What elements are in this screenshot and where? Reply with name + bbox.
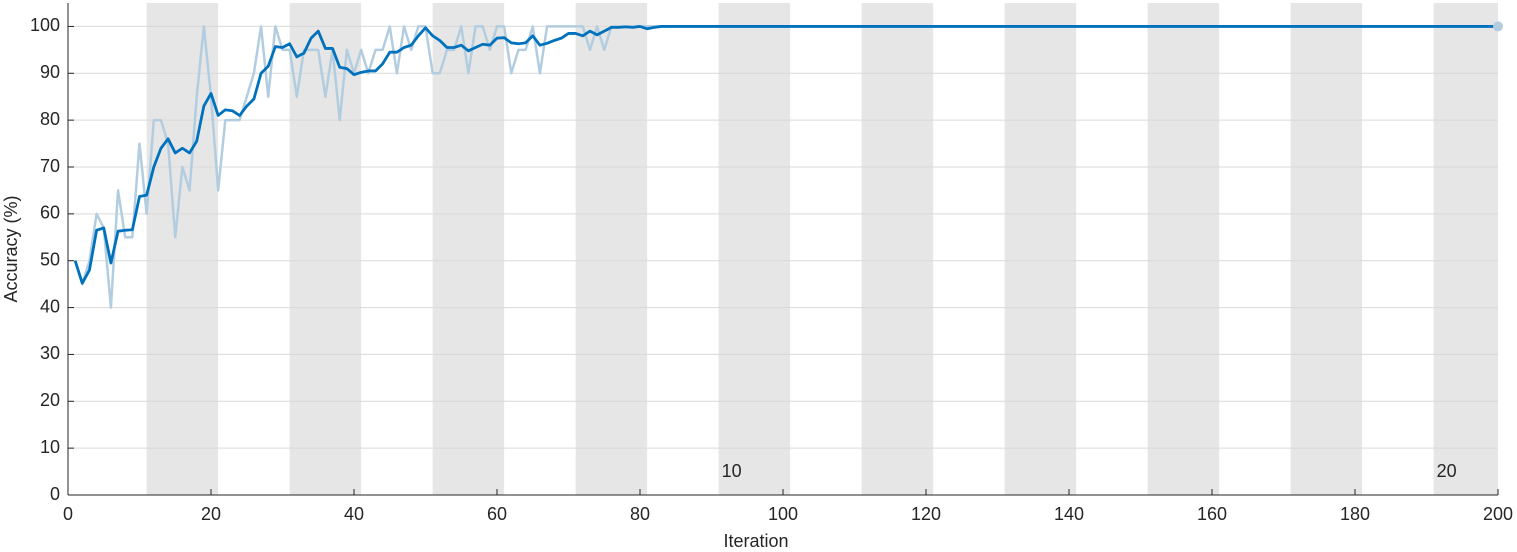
x-tick-label: 120 [911,504,941,524]
x-tick-label: 160 [1197,504,1227,524]
x-tick-label: 20 [201,504,221,524]
epoch-band [1147,3,1220,495]
series-line [73,25,1498,285]
y-tick-label: 50 [40,249,60,269]
x-tick-label: 100 [768,504,798,524]
x-tick-label: 40 [344,504,364,524]
epoch-band [1004,3,1077,495]
epoch-band [718,3,791,495]
y-tick-label: 40 [40,296,60,316]
y-axis-label: Accuracy (%) [1,195,21,302]
epoch-band [1290,3,1363,495]
y-tick-label: 10 [40,437,60,457]
epoch-label: 20 [1437,461,1457,481]
y-tick-label: 60 [40,203,60,223]
x-tick-label: 60 [487,504,507,524]
epoch-band [1433,3,1498,495]
epoch-band [432,3,505,495]
y-tick-label: 30 [40,343,60,363]
epoch-label: 10 [722,461,742,481]
y-tick-label: 20 [40,390,60,410]
epoch-band [289,3,362,495]
y-tick-label: 0 [50,484,60,504]
x-tick-label: 180 [1340,504,1370,524]
y-tick-label: 90 [40,62,60,82]
x-tick-label: 0 [63,504,73,524]
final-point [1493,21,1503,32]
x-tick-label: 80 [630,504,650,524]
y-tick-label: 80 [40,109,60,129]
x-tick-label: 140 [1054,504,1084,524]
epoch-band [146,3,219,495]
epoch-band [861,3,934,495]
y-tick-label: 70 [40,156,60,176]
x-tick-label: 200 [1483,504,1513,524]
y-tick-label: 100 [30,15,60,35]
x-axis-label: Iteration [723,531,788,551]
epoch-band [575,3,648,495]
